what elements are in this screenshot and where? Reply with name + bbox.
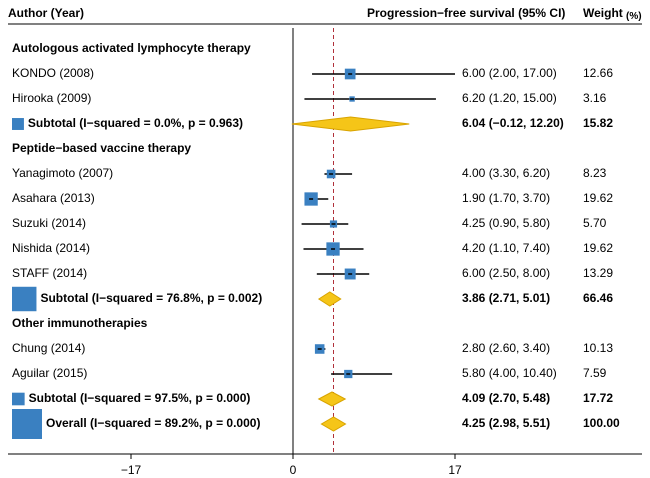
subtotal-label: Subtotal (I−squared = 0.0%, p = 0.963)	[28, 116, 243, 130]
study-label: Yanagimoto (2007)	[12, 166, 113, 180]
x-tick-label: 0	[290, 463, 297, 477]
weight-text: 100.00	[583, 416, 620, 430]
effect-ci-text: 4.25 (0.90, 5.80)	[462, 216, 550, 230]
overall-label: Overall (I−squared = 89.2%, p = 0.000)	[46, 416, 260, 430]
effect-ci-text: 6.00 (2.50, 8.00)	[462, 266, 550, 280]
header-weight: Weight	[583, 6, 623, 20]
weight-text: 5.70	[583, 216, 607, 230]
x-tick-label: −17	[121, 463, 142, 477]
weight-text: 66.46	[583, 291, 613, 305]
weight-text: 12.66	[583, 66, 613, 80]
study-label: Aguilar (2015)	[12, 366, 87, 380]
subtotal-diamond	[317, 291, 342, 307]
study-label: Asahara (2013)	[12, 191, 95, 205]
group-heading: Autologous activated lymphocyte therapy	[12, 41, 251, 55]
weight-text: 19.62	[583, 191, 613, 205]
overall-diamond	[320, 416, 347, 432]
rows-layer: Autologous activated lymphocyte therapy K…	[12, 41, 620, 439]
weight-text: 13.29	[583, 266, 613, 280]
subtotal-diamond	[291, 116, 410, 132]
study-label: Suzuki (2014)	[12, 216, 86, 230]
weight-text: 19.62	[583, 241, 613, 255]
effect-ci-text: 6.00 (2.00, 17.00)	[462, 66, 557, 80]
effect-ci-text: 4.25 (2.98, 5.51)	[462, 416, 550, 430]
column-headers: Author (Year) Progression−free survival …	[8, 6, 642, 22]
header-weight-unit: (%)	[626, 11, 642, 22]
subtotal-weight-marker	[12, 286, 37, 312]
subtotal-label: Subtotal (I−squared = 97.5%, p = 0.000)	[29, 391, 251, 405]
effect-ci-text: 4.00 (3.30, 6.20)	[462, 166, 550, 180]
study-label: STAFF (2014)	[12, 266, 87, 280]
header-effect: Progression−free survival (95% CI)	[367, 6, 565, 20]
subtotal-label: Subtotal (I−squared = 76.8%, p = 0.002)	[40, 291, 262, 305]
effect-ci-text: 3.86 (2.71, 5.01)	[462, 291, 550, 305]
x-tick-label: 17	[448, 463, 462, 477]
study-label: KONDO (2008)	[12, 66, 94, 80]
x-axis: −17 0 17	[121, 454, 462, 477]
group-heading: Other immunotherapies	[12, 316, 148, 330]
study-label: Hirooka (2009)	[12, 91, 91, 105]
effect-ci-text: 4.20 (1.10, 7.40)	[462, 241, 550, 255]
header-study: Author (Year)	[8, 6, 84, 20]
weight-text: 7.59	[583, 366, 607, 380]
effect-ci-text: 4.09 (2.70, 5.48)	[462, 391, 550, 405]
study-label: Nishida (2014)	[12, 241, 90, 255]
study-label: Chung (2014)	[12, 341, 85, 355]
weight-text: 17.72	[583, 391, 613, 405]
weight-text: 3.16	[583, 91, 607, 105]
group-heading: Peptide−based vaccine therapy	[12, 141, 191, 155]
effect-ci-text: 2.80 (2.60, 3.40)	[462, 341, 550, 355]
effect-ci-text: 6.20 (1.20, 15.00)	[462, 91, 557, 105]
weight-text: 10.13	[583, 341, 613, 355]
effect-ci-text: 1.90 (1.70, 3.70)	[462, 191, 550, 205]
subtotal-weight-marker	[12, 392, 25, 406]
subtotal-weight-marker	[12, 118, 24, 130]
weight-text: 15.82	[583, 116, 613, 130]
overall-weight-marker	[12, 409, 42, 439]
effect-ci-text: 5.80 (4.00, 10.40)	[462, 366, 557, 380]
weight-text: 8.23	[583, 166, 607, 180]
subtotal-diamond	[317, 391, 347, 407]
effect-ci-text: 6.04 (−0.12, 12.20)	[462, 116, 564, 130]
